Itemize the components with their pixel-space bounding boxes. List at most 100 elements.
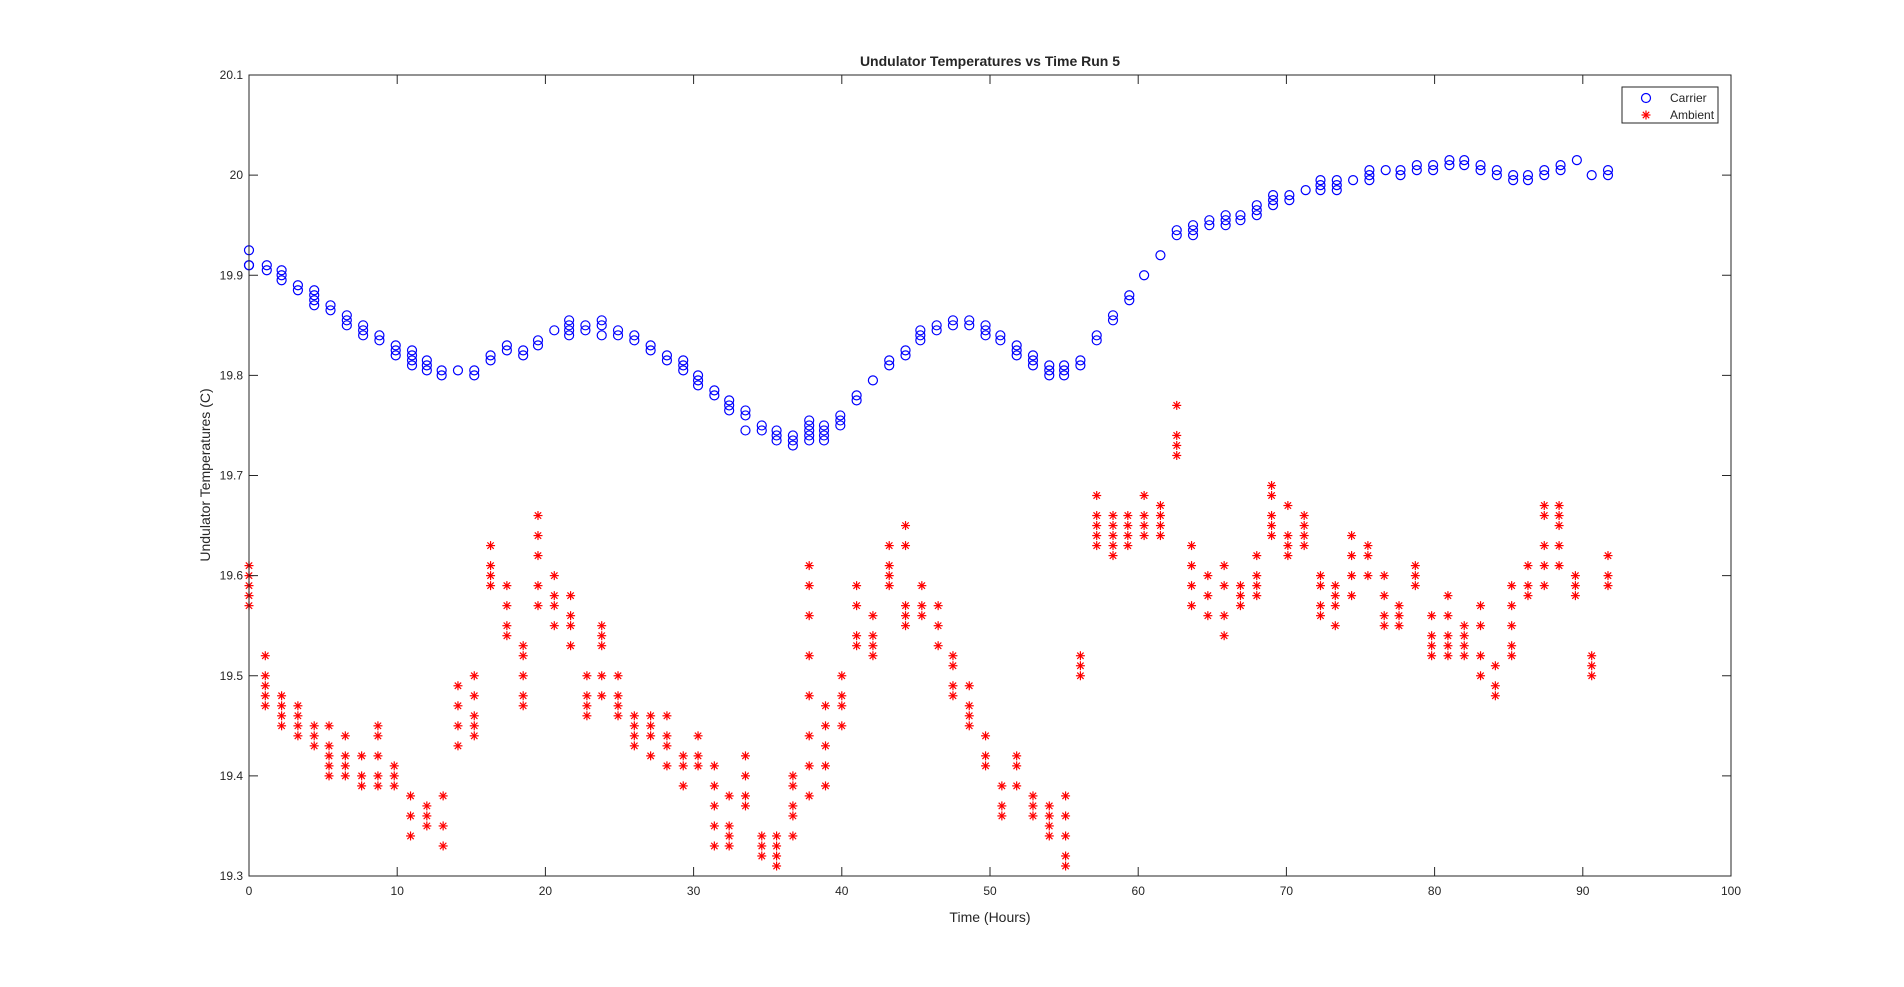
ambient-point xyxy=(917,601,927,611)
x-tick-label: 10 xyxy=(391,884,405,898)
ambient-point xyxy=(1108,531,1118,541)
ambient-point xyxy=(438,791,448,801)
ambient-point xyxy=(1443,631,1453,641)
y-tick-label: 19.9 xyxy=(220,268,244,282)
ambient-point xyxy=(740,771,750,781)
ambient-point xyxy=(324,761,334,771)
ambient-point xyxy=(1028,801,1038,811)
carrier-point xyxy=(292,280,304,291)
ambient-point xyxy=(533,551,543,561)
ambient-point xyxy=(518,671,528,681)
carrier-point xyxy=(771,425,782,436)
carrier-point xyxy=(1475,160,1486,171)
carrier-point xyxy=(390,350,401,361)
ambient-point xyxy=(1235,581,1245,591)
carrier-point xyxy=(580,320,591,331)
ambient-point xyxy=(549,601,559,611)
legend-ambient-label: Ambient xyxy=(1670,108,1715,122)
ambient-point xyxy=(868,631,878,641)
ambient-point xyxy=(1123,511,1133,521)
ambient-point xyxy=(1603,551,1613,561)
carrier-point xyxy=(596,330,607,341)
carrier-point xyxy=(1044,365,1055,376)
ambient-point xyxy=(422,821,432,831)
ambient-point xyxy=(901,621,911,631)
ambient-point xyxy=(1267,481,1277,491)
ambient-point xyxy=(1490,661,1500,671)
ambient-point xyxy=(772,831,782,841)
ambient-point xyxy=(453,741,463,751)
ambient-point xyxy=(389,781,399,791)
carrier-point xyxy=(1011,345,1022,356)
ambient-point xyxy=(852,641,862,651)
ambient-point xyxy=(1235,591,1245,601)
ambient-point xyxy=(502,631,512,641)
ambient-point xyxy=(1139,531,1149,541)
ambient-point xyxy=(469,691,479,701)
ambient-point xyxy=(324,741,334,751)
ambient-point xyxy=(1219,561,1229,571)
ambient-point xyxy=(1092,521,1102,531)
ambient-point xyxy=(1172,430,1182,440)
ambient-point xyxy=(948,691,958,701)
ambient-point xyxy=(1299,511,1309,521)
carrier-point xyxy=(1539,170,1550,181)
ambient-point xyxy=(438,821,448,831)
ambient-point xyxy=(566,611,576,621)
ambient-point xyxy=(1283,541,1293,551)
carrier-point xyxy=(645,345,656,356)
carrier-point xyxy=(1284,195,1295,206)
ambient-point xyxy=(1443,611,1453,621)
carrier-point xyxy=(1107,315,1119,326)
ambient-point xyxy=(1539,581,1549,591)
ambient-point xyxy=(837,671,847,681)
carrier-point xyxy=(406,345,418,356)
x-tick-label: 40 xyxy=(835,884,849,898)
ambient-point xyxy=(549,591,559,601)
ambient-point xyxy=(1108,521,1118,531)
carrier-point xyxy=(947,320,959,331)
carrier-point xyxy=(709,390,720,401)
ambient-point xyxy=(1363,551,1373,561)
carrier-point xyxy=(740,405,751,416)
ambient-point xyxy=(884,571,894,581)
carrier-point xyxy=(1251,205,1262,216)
ambient-point xyxy=(820,701,830,711)
ambient-point xyxy=(389,771,399,781)
carrier-point xyxy=(947,315,959,326)
carrier-point xyxy=(1027,360,1039,371)
carrier-point xyxy=(835,415,846,426)
ambient-point xyxy=(1476,651,1486,661)
carrier-point xyxy=(358,330,369,341)
carrier-point xyxy=(1139,270,1150,281)
carrier-point xyxy=(1395,170,1406,181)
ambient-point xyxy=(1061,851,1071,861)
ambient-point xyxy=(868,641,878,651)
ambient-point xyxy=(357,781,367,791)
ambient-point xyxy=(772,861,782,871)
ambient-point xyxy=(820,721,830,731)
y-axis: 19.3 19.4 19.5 19.6 19.7 19.8 19.9 20 20.1 xyxy=(220,68,1731,883)
ambient-point xyxy=(678,761,688,771)
ambient-point xyxy=(997,811,1007,821)
ambient-point xyxy=(901,611,911,621)
ambient-point xyxy=(1410,561,1420,571)
ambient-point xyxy=(597,641,607,651)
ambient-point xyxy=(1363,541,1373,551)
carrier-point xyxy=(436,365,447,376)
ambient-point xyxy=(820,741,830,751)
carrier-point xyxy=(1459,160,1470,171)
ambient-point xyxy=(1203,571,1213,581)
ambient-point xyxy=(693,761,703,771)
ambient-point xyxy=(804,611,814,621)
ambient-point xyxy=(1108,551,1118,561)
ambient-point xyxy=(1507,601,1517,611)
ambient-point xyxy=(1028,791,1038,801)
ambient-point xyxy=(502,621,512,631)
ambient-point xyxy=(917,581,927,591)
ambient-point xyxy=(260,691,270,701)
carrier-point xyxy=(915,325,926,336)
carrier-point xyxy=(1058,365,1070,376)
ambient-point xyxy=(981,731,991,741)
